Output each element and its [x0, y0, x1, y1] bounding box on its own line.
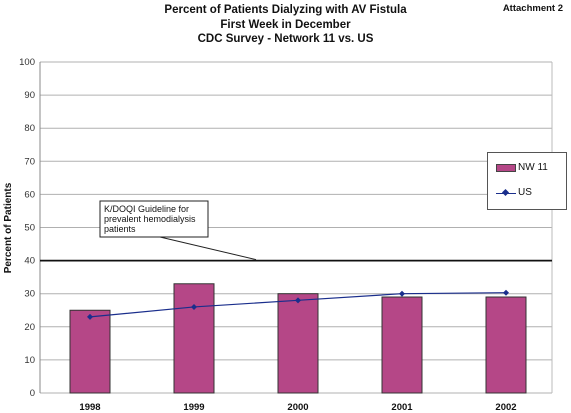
bar-nw11-1998	[69, 309, 111, 394]
guideline-callout-leader	[159, 236, 257, 261]
guideline-annotation-box	[99, 200, 209, 238]
us-point-2001	[399, 290, 405, 297]
legend-label-us: US	[518, 187, 532, 198]
title-line-2: First Week in December	[220, 18, 351, 31]
y-tick-label: 0	[30, 388, 35, 399]
legend-label-nw11: NW 11	[518, 162, 548, 173]
attachment-label: Attachment 2	[502, 3, 563, 14]
bar-nw11-2002	[485, 296, 527, 394]
y-tick-label: 20	[24, 322, 35, 333]
y-tick-label: 70	[24, 156, 35, 167]
bar-nw11-2001	[381, 296, 423, 394]
y-axis-label: Percent of Patients	[3, 182, 14, 273]
legend-swatch-nw11	[496, 163, 516, 172]
x-tick-label: 2001	[391, 402, 413, 413]
x-axis-ticks: 1998 1999 2000 2001 2002	[79, 402, 516, 413]
y-tick-label: 10	[24, 355, 35, 366]
y-axis-ticks: 0 10 20 30 40 50 60 70 80 90 100	[19, 57, 35, 399]
guideline-annotation-line-1: K/DOQI Guideline for	[104, 204, 189, 214]
x-tick-label: 1998	[79, 402, 100, 413]
guideline-annotation-line-3: patients	[104, 224, 136, 234]
y-tick-label: 80	[24, 123, 35, 134]
us-point-1998	[87, 313, 93, 320]
title-line-3: CDC Survey - Network 11 vs. US	[197, 33, 374, 45]
y-tick-label: 100	[19, 57, 35, 68]
y-tick-label: 30	[24, 289, 35, 300]
us-point-2000	[295, 297, 301, 304]
legend-marker-us	[496, 189, 516, 197]
legend: NW 11 US	[487, 152, 567, 210]
legend-item-nw11: NW 11	[496, 162, 548, 173]
bars	[69, 283, 527, 394]
y-tick-label: 50	[24, 223, 35, 234]
y-tick-label: 40	[24, 256, 35, 267]
title-line-1: Percent of Patients Dialyzing with AV Fi…	[164, 4, 407, 16]
us-point-1999	[191, 303, 197, 310]
chart-title: Percent of Patients Dialyzing with AV Fi…	[0, 3, 571, 47]
guideline-annotation-line-2: prevalent hemodialysis	[104, 214, 196, 224]
y-tick-label: 90	[24, 90, 35, 101]
x-tick-label: 1999	[183, 402, 204, 413]
us-point-2002	[503, 289, 509, 296]
y-tick-label: 60	[24, 189, 35, 200]
bar-nw11-2000	[277, 293, 319, 394]
legend-item-us: US	[496, 187, 532, 198]
us-series	[87, 289, 509, 320]
bar-nw11-1999	[173, 283, 215, 394]
x-tick-label: 2000	[287, 402, 308, 413]
x-tick-label: 2002	[495, 402, 516, 413]
